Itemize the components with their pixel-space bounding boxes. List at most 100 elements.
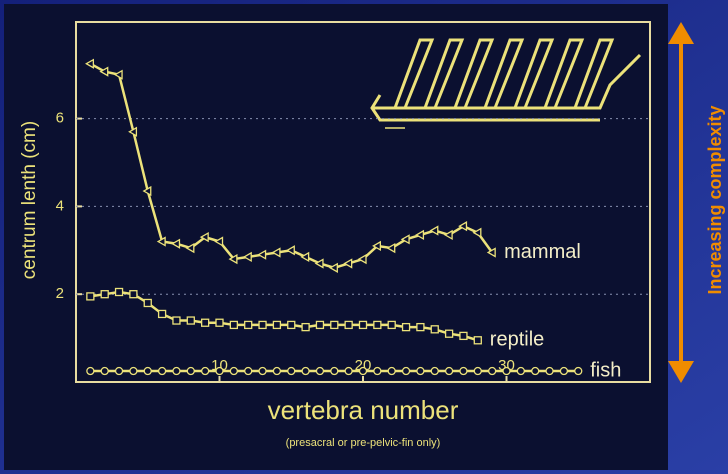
marker bbox=[357, 253, 367, 265]
marker bbox=[172, 366, 181, 376]
marker bbox=[401, 322, 411, 332]
marker bbox=[300, 251, 310, 262]
marker bbox=[443, 229, 453, 241]
marker bbox=[559, 366, 569, 376]
marker bbox=[172, 316, 181, 325]
marker bbox=[486, 247, 496, 258]
x-tick-label: 30 bbox=[498, 357, 515, 374]
marker bbox=[185, 242, 195, 254]
marker bbox=[401, 366, 411, 376]
annotation: Increasing complexity bbox=[705, 105, 725, 294]
marker bbox=[214, 236, 224, 247]
marker bbox=[330, 320, 339, 330]
marker bbox=[228, 253, 238, 265]
marker bbox=[386, 242, 396, 254]
marker bbox=[343, 258, 353, 269]
marker bbox=[574, 366, 583, 376]
marker bbox=[142, 185, 152, 197]
marker bbox=[344, 320, 353, 330]
marker bbox=[156, 236, 166, 247]
marker bbox=[472, 227, 482, 238]
marker bbox=[114, 366, 124, 376]
marker bbox=[258, 366, 267, 376]
marker bbox=[301, 322, 310, 332]
vertebra-drawing bbox=[370, 38, 642, 129]
marker bbox=[415, 229, 425, 241]
series-label: fish bbox=[590, 359, 621, 381]
marker bbox=[272, 366, 282, 376]
marker bbox=[171, 238, 181, 249]
marker bbox=[372, 240, 382, 252]
marker bbox=[285, 245, 295, 256]
series-line bbox=[90, 290, 479, 342]
y-tick-label: 2 bbox=[56, 285, 64, 302]
marker bbox=[244, 320, 253, 330]
marker bbox=[516, 366, 525, 376]
marker bbox=[229, 320, 239, 330]
marker bbox=[215, 366, 224, 376]
marker bbox=[99, 66, 109, 77]
marker bbox=[314, 258, 324, 269]
marker bbox=[272, 320, 282, 330]
marker bbox=[258, 320, 267, 330]
marker bbox=[86, 366, 95, 376]
marker bbox=[444, 329, 454, 338]
y-axis-label: centrum lenth (cm) bbox=[19, 121, 40, 279]
series-label: reptile bbox=[490, 329, 544, 351]
marker bbox=[114, 287, 124, 297]
complexity-arrow bbox=[668, 22, 694, 383]
marker bbox=[100, 366, 109, 376]
marker bbox=[444, 366, 454, 376]
marker bbox=[458, 221, 468, 232]
marker bbox=[113, 69, 123, 80]
marker bbox=[157, 366, 167, 376]
marker bbox=[459, 366, 468, 376]
marker bbox=[487, 366, 497, 376]
x-tick-label: 10 bbox=[211, 357, 228, 374]
marker bbox=[244, 366, 253, 376]
series-label: mammal bbox=[504, 241, 581, 263]
marker bbox=[459, 331, 468, 341]
marker bbox=[315, 366, 325, 376]
marker bbox=[129, 290, 138, 299]
marker bbox=[287, 366, 296, 376]
y-tick-label: 4 bbox=[56, 197, 64, 214]
marker bbox=[315, 320, 325, 330]
marker bbox=[200, 318, 210, 327]
marker bbox=[186, 366, 195, 376]
marker bbox=[373, 366, 382, 376]
marker bbox=[129, 366, 138, 376]
marker bbox=[416, 322, 425, 332]
marker bbox=[473, 366, 482, 376]
marker bbox=[373, 320, 382, 330]
marker bbox=[100, 290, 109, 299]
marker bbox=[199, 232, 209, 243]
marker bbox=[430, 325, 439, 334]
marker bbox=[229, 366, 239, 376]
y-tick-label: 6 bbox=[56, 110, 64, 127]
marker bbox=[330, 366, 339, 376]
marker bbox=[358, 320, 368, 330]
marker bbox=[128, 126, 138, 137]
marker bbox=[400, 234, 410, 245]
marker bbox=[531, 366, 540, 376]
x-axis-label: vertebra number bbox=[268, 395, 459, 425]
marker bbox=[545, 366, 554, 376]
marker bbox=[271, 247, 281, 258]
marker bbox=[242, 251, 252, 262]
marker bbox=[429, 225, 439, 236]
marker bbox=[143, 298, 152, 308]
marker bbox=[387, 366, 396, 376]
marker bbox=[86, 292, 95, 301]
marker bbox=[157, 309, 167, 319]
marker bbox=[502, 366, 511, 376]
marker bbox=[328, 262, 338, 273]
x-axis-note: (presacral or pre-pelvic-fin only) bbox=[286, 437, 441, 449]
marker bbox=[344, 366, 353, 376]
marker bbox=[287, 320, 296, 330]
marker bbox=[387, 320, 396, 330]
x-tick-label: 20 bbox=[355, 357, 372, 374]
marker bbox=[430, 366, 439, 376]
marker bbox=[257, 249, 267, 260]
